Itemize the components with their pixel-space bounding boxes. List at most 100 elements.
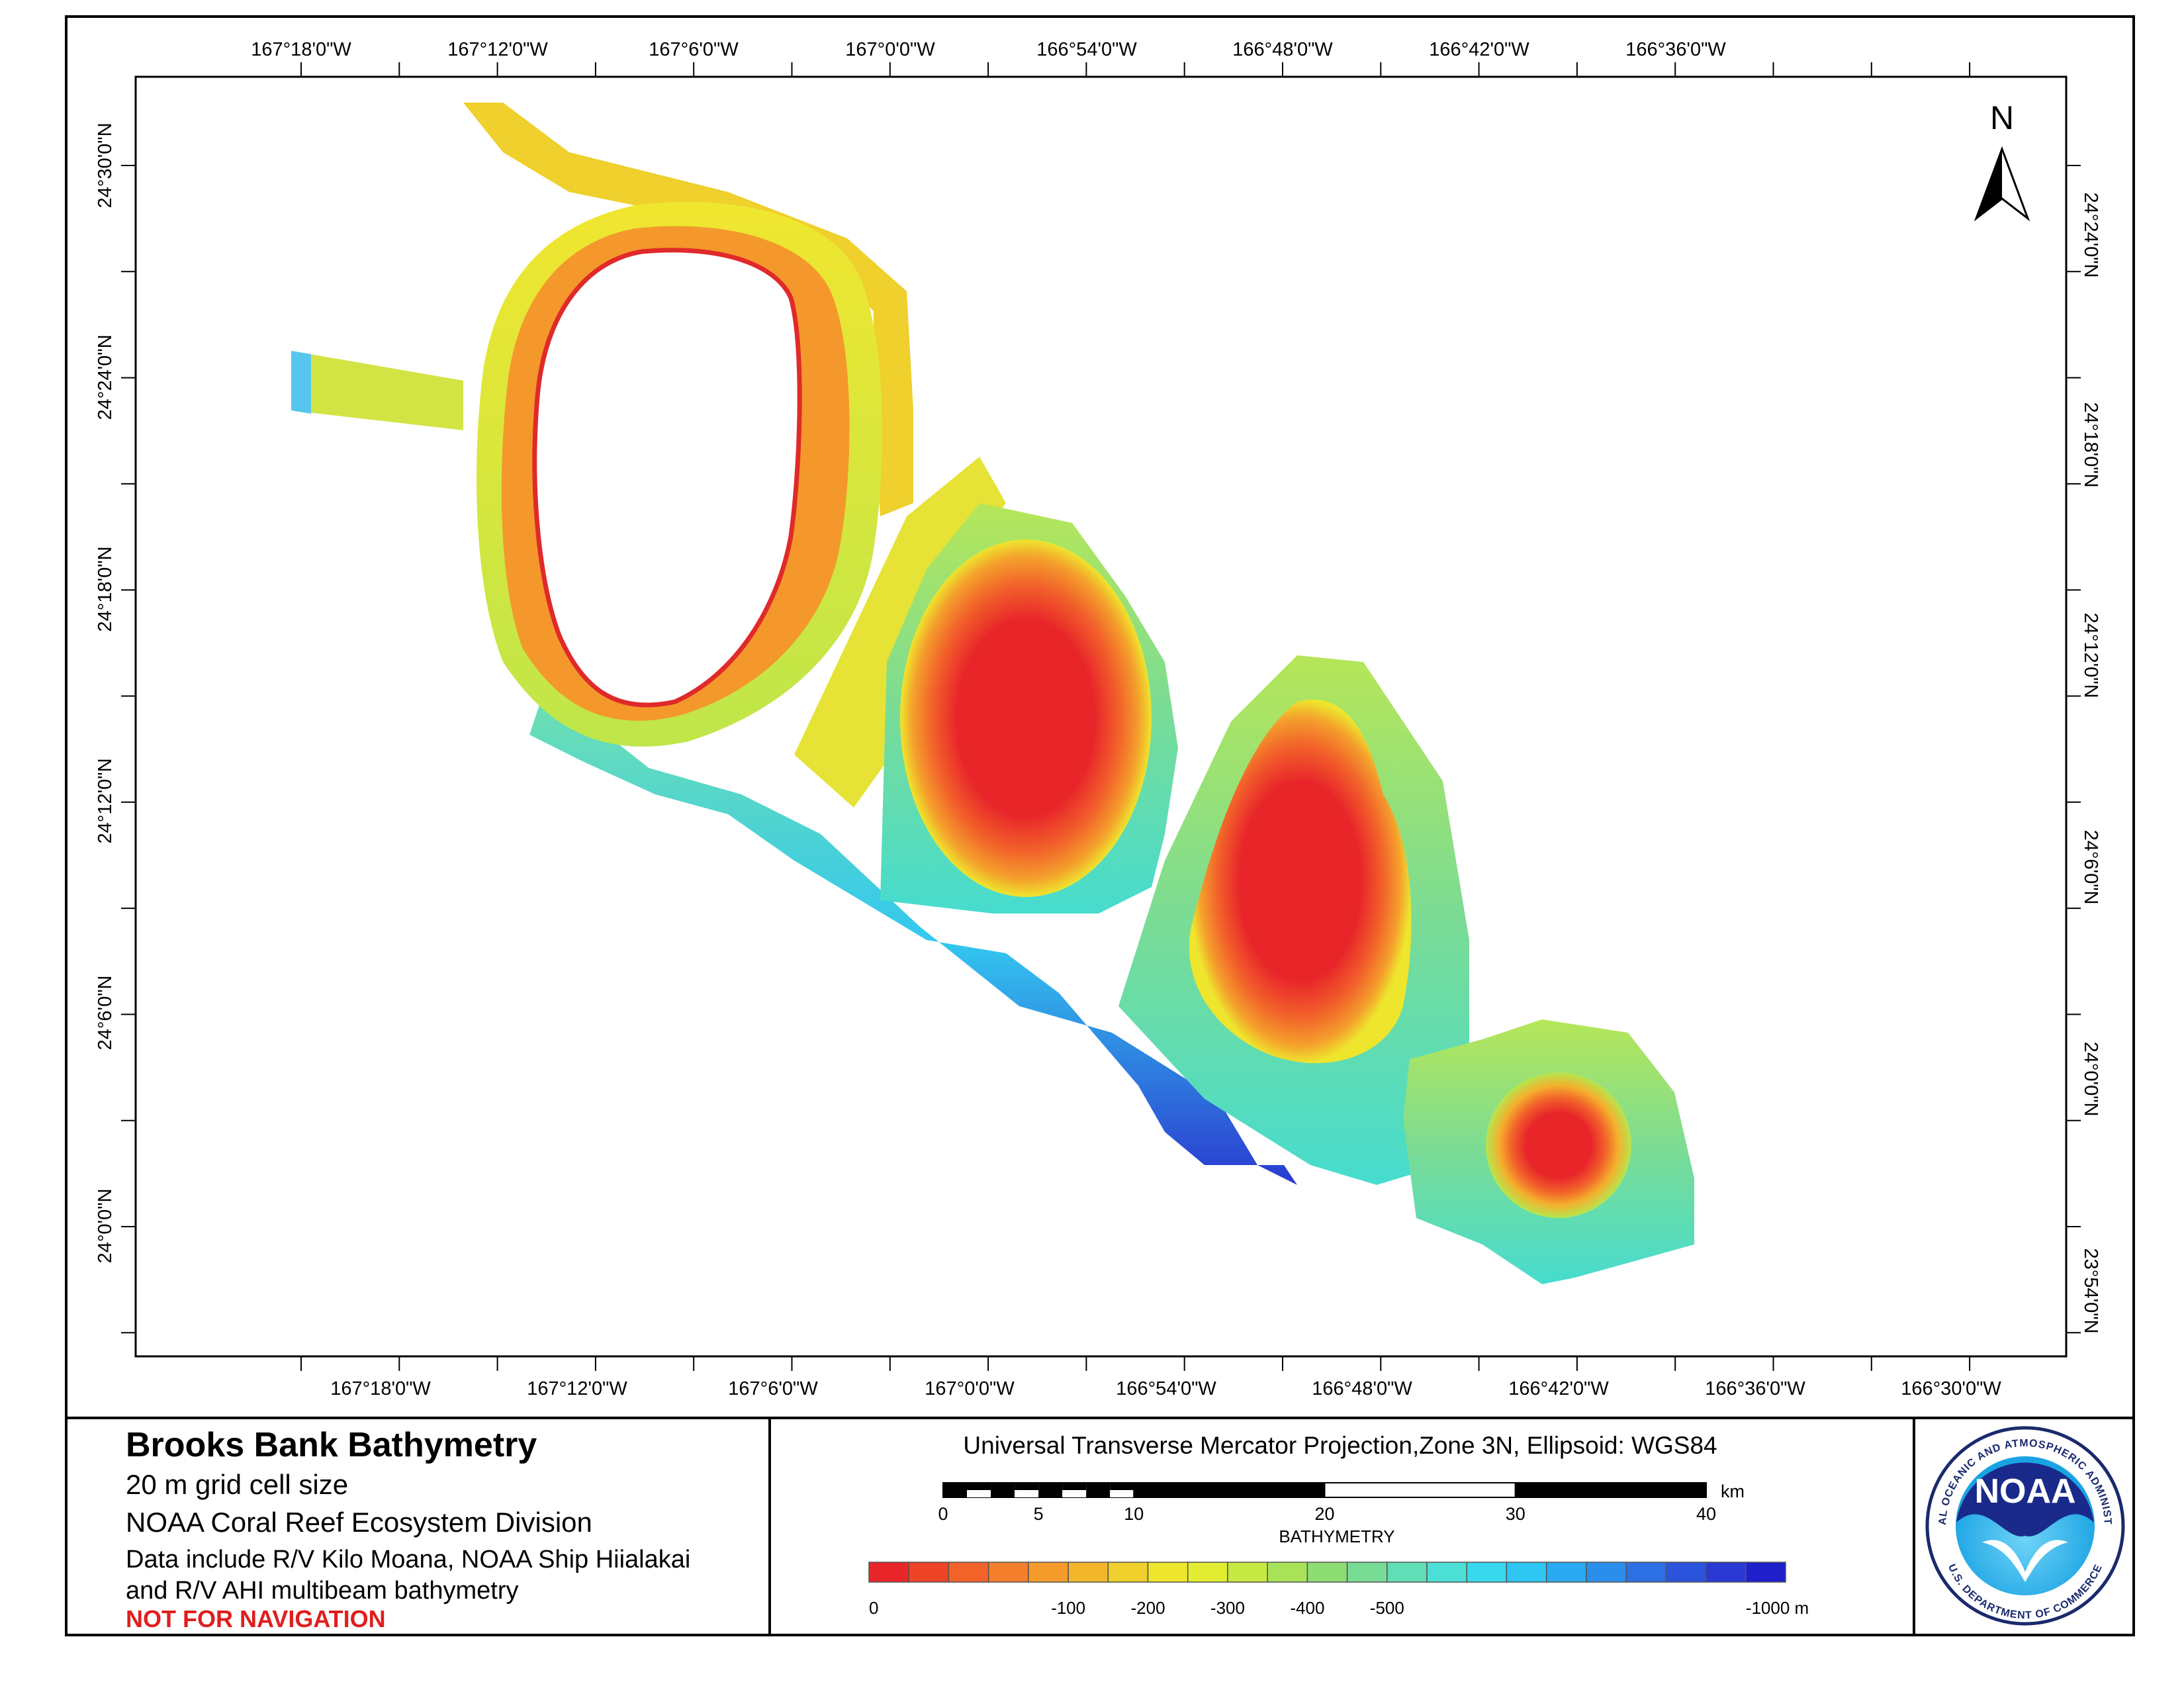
lat-label-left: 24°30'0"N xyxy=(95,122,116,208)
lat-label-right: 24°18'0"N xyxy=(2080,402,2101,487)
legend-swatch xyxy=(908,1562,950,1583)
scale-bar-segment xyxy=(1062,1483,1087,1490)
legend-color-ramp xyxy=(868,1562,1786,1583)
lon-label-bottom: 166°54'0"W xyxy=(1116,1378,1216,1399)
legend-label: -300 xyxy=(1210,1598,1245,1618)
lat-label-left: 24°18'0"N xyxy=(95,546,116,632)
bank-1-top xyxy=(900,539,1152,897)
north-arrow-fill xyxy=(1976,149,2002,218)
scale-label: 40 xyxy=(1696,1504,1716,1524)
lon-label-bottom: 166°42'0"W xyxy=(1508,1378,1609,1399)
organization: NOAA Coral Reef Ecosystem Division xyxy=(126,1507,592,1538)
lat-label-left: 24°6'0"N xyxy=(95,976,116,1051)
lat-label-right: 24°0'0"N xyxy=(2080,1042,2101,1117)
lat-label-left: 24°0'0"N xyxy=(95,1189,116,1264)
lat-label-right: 24°12'0"N xyxy=(2080,612,2101,698)
left-latitude-labels: 24°30'0"N 24°24'0"N 24°18'0"N 24°12'0"N … xyxy=(95,122,116,1263)
lon-label-top: 167°18'0"W xyxy=(251,39,351,60)
scale-bar-segment xyxy=(943,1490,968,1497)
lon-label-bottom: 166°36'0"W xyxy=(1705,1378,1805,1399)
north-label: N xyxy=(1990,99,2014,136)
legend-label: -500 xyxy=(1370,1598,1404,1618)
legend-swatch xyxy=(868,1562,909,1583)
grid-cell-size: 20 m grid cell size xyxy=(126,1469,348,1500)
scale-bar-segment xyxy=(1086,1490,1111,1497)
lon-label-top: 167°12'0"W xyxy=(447,39,548,60)
scale-bar-segment xyxy=(967,1483,991,1490)
legend-swatch xyxy=(1466,1562,1508,1583)
scale-bar-segment xyxy=(1110,1490,1134,1497)
lon-label-top: 166°36'0"W xyxy=(1625,39,1726,60)
scale-bar-segment xyxy=(1015,1490,1039,1497)
lat-label-left: 24°24'0"N xyxy=(95,334,116,420)
legend-swatch xyxy=(1586,1562,1627,1583)
lat-label-right: 24°6'0"N xyxy=(2080,830,2101,905)
bank-3-top xyxy=(1486,1072,1631,1218)
scale-label: 5 xyxy=(1034,1504,1044,1524)
legend-label: -100 xyxy=(1051,1598,1085,1618)
legend-swatch xyxy=(1227,1562,1268,1583)
legend-swatch xyxy=(1267,1562,1308,1583)
legend-swatch xyxy=(1387,1562,1428,1583)
graticule-ticks xyxy=(121,62,2081,1371)
legend-swatch xyxy=(1545,1562,1587,1583)
legend-label: -1000 m xyxy=(1746,1598,1809,1618)
legend-swatch xyxy=(1426,1562,1468,1583)
legend-swatch xyxy=(1187,1562,1228,1583)
survey-ribbon-west-edge xyxy=(291,351,311,414)
logo-dark-top xyxy=(1956,1462,2094,1536)
lon-label-top: 167°0'0"W xyxy=(845,39,935,60)
bottom-longitude-labels: 167°18'0"W 167°12'0"W 167°6'0"W 167°0'0"… xyxy=(330,1378,2001,1399)
scale-bar-segment xyxy=(991,1490,1015,1497)
bathymetry-surface xyxy=(291,103,1694,1284)
legend-label: -400 xyxy=(1290,1598,1324,1618)
legend-swatch xyxy=(1705,1562,1747,1583)
deep-water-fringe xyxy=(529,695,1297,1185)
scale-labels: 0 5 10 20 30 40 xyxy=(938,1504,1716,1524)
legend-swatch xyxy=(1665,1562,1707,1583)
lon-label-bottom: 167°18'0"W xyxy=(330,1378,431,1399)
lon-label-bottom: 167°0'0"W xyxy=(925,1378,1015,1399)
legend-swatch xyxy=(1745,1562,1786,1583)
lon-label-bottom: 167°12'0"W xyxy=(527,1378,627,1399)
lon-label-top: 166°48'0"W xyxy=(1232,39,1333,60)
data-sources-line1: Data include R/V Kilo Moana, NOAA Ship H… xyxy=(126,1546,690,1573)
lon-label-bottom: 166°30'0"W xyxy=(1901,1378,2001,1399)
survey-ribbon-west xyxy=(291,351,463,430)
scale-bar-segment xyxy=(967,1490,991,1497)
lon-label-top: 166°54'0"W xyxy=(1036,39,1137,60)
lon-label-bottom: 167°6'0"W xyxy=(728,1378,818,1399)
scale-bar-segment xyxy=(1133,1482,1326,1498)
map-title: Brooks Bank Bathymetry xyxy=(126,1426,537,1464)
scale-label: 0 xyxy=(938,1504,948,1524)
legend-swatch xyxy=(1068,1562,1109,1583)
lon-label-top: 167°6'0"W xyxy=(649,39,739,60)
logo-center-text: NOAA xyxy=(1974,1472,2075,1511)
noaa-seagull-icon xyxy=(1982,1540,2068,1582)
info-panel: Brooks Bank Bathymetry 20 m grid cell si… xyxy=(126,1426,690,1632)
data-sources-line2: and R/V AHI multibeam bathymetry xyxy=(126,1577,518,1605)
reef-lagoon xyxy=(532,248,802,708)
lat-label-left: 24°12'0"N xyxy=(95,758,116,843)
page-frame xyxy=(65,15,2135,1636)
lat-label-right: 24°24'0"N xyxy=(2080,192,2101,277)
legend-swatch xyxy=(1028,1562,1069,1583)
scale-bar-segment xyxy=(1324,1482,1516,1498)
legend-swatch xyxy=(987,1562,1029,1583)
scale-bar-segment xyxy=(991,1483,1015,1490)
legend-swatch xyxy=(1625,1562,1667,1583)
scale-bar-segment xyxy=(1015,1483,1039,1490)
legend-swatch xyxy=(948,1562,989,1583)
legend-swatch xyxy=(1346,1562,1388,1583)
lon-label-top: 166°42'0"W xyxy=(1429,39,1529,60)
scale-unit: km xyxy=(1721,1481,1745,1501)
scale-bar xyxy=(942,1482,1707,1498)
legend-swatch xyxy=(1506,1562,1547,1583)
lon-label-bottom: 166°48'0"W xyxy=(1312,1378,1412,1399)
north-arrow: N xyxy=(1974,99,2030,222)
scale-bar-segment xyxy=(943,1483,968,1490)
scale-bar-segment xyxy=(1110,1483,1134,1490)
bank-2-top xyxy=(1189,699,1412,1064)
lat-label-right: 23°54'0"N xyxy=(2080,1248,2101,1333)
